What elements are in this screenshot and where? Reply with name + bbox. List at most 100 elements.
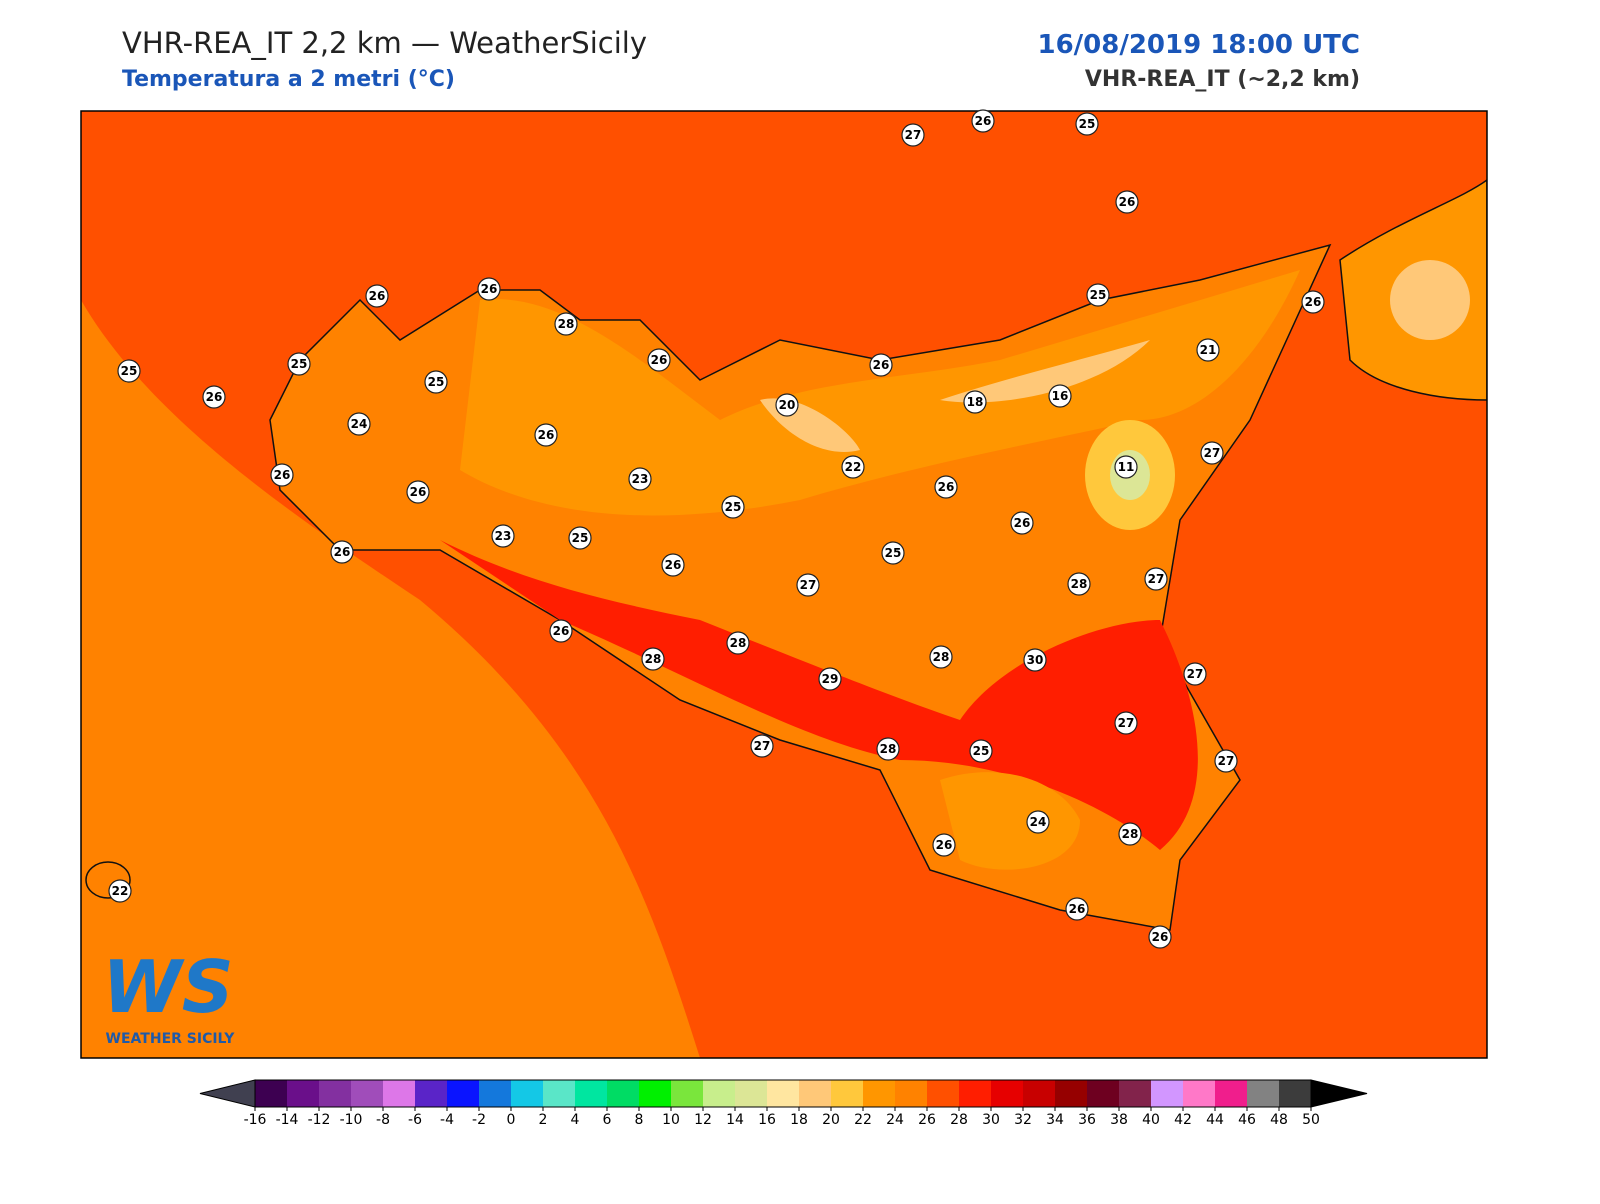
station-marker (647, 348, 671, 372)
station-value: 18 (967, 395, 984, 409)
station-marker (554, 312, 578, 336)
colorbar-under (199, 1079, 256, 1108)
colorbar-tick-label: 6 (603, 1112, 612, 1128)
station-value: 26 (369, 289, 386, 303)
station-marker (1115, 190, 1139, 214)
station-marker (841, 455, 865, 479)
station-value: 22 (112, 884, 129, 898)
colorbar-tick-label: 12 (694, 1112, 712, 1128)
title: VHR-REA_IT 2,2 km — WeatherSicily (122, 26, 647, 60)
station-value: 27 (1218, 754, 1235, 768)
colorbar-tick-label: -2 (472, 1112, 486, 1128)
station-value: 25 (885, 546, 902, 560)
colorbar-bin (1247, 1080, 1280, 1107)
station-marker (796, 573, 820, 597)
station-marker (641, 647, 665, 671)
colorbar-tick-label: -8 (376, 1112, 390, 1128)
station-marker (549, 619, 573, 643)
colorbar-tick-label: 34 (1046, 1112, 1064, 1128)
station-value: 21 (1200, 343, 1217, 357)
colorbar-tick-label: -16 (244, 1112, 267, 1128)
colorbar-bin (511, 1080, 544, 1107)
station-marker (1301, 290, 1325, 314)
colorbar-bin (383, 1080, 416, 1107)
station-marker (1023, 648, 1047, 672)
colorbar-tick-label: -10 (340, 1112, 363, 1128)
station-value: 27 (800, 578, 817, 592)
station-marker (971, 109, 995, 133)
colorbar-tick-label: 20 (822, 1112, 840, 1128)
station-value: 28 (933, 650, 950, 664)
colorbar-tick-label: -4 (440, 1112, 454, 1128)
colorbar-tick-label: 50 (1302, 1112, 1320, 1128)
colorbar-bin (671, 1080, 704, 1107)
station-value: 23 (495, 529, 512, 543)
station-value: 26 (481, 282, 498, 296)
station-value: 26 (1119, 195, 1136, 209)
station-value: 26 (1014, 516, 1031, 530)
colorbar-bin (1183, 1080, 1216, 1107)
station-value: 26 (334, 545, 351, 559)
colorbar-tick-label: 18 (790, 1112, 808, 1128)
station-marker (270, 463, 294, 487)
colorbar-bin (959, 1080, 992, 1107)
station-value: 16 (1052, 389, 1069, 403)
stations: 27 26 25 26 26 26 28 25 25 26 25 24 26 26 20 26 18 16 25 21… (108, 109, 1325, 949)
station-value: 26 (975, 114, 992, 128)
colorbar-bin (703, 1080, 736, 1107)
station-marker (424, 370, 448, 394)
station-value: 23 (632, 472, 649, 486)
station-marker (347, 412, 371, 436)
station-marker (661, 553, 685, 577)
colorbar-tick-label: 8 (635, 1112, 644, 1128)
logo-mark: WS (102, 945, 233, 1029)
station-marker (117, 359, 141, 383)
station-marker (1075, 112, 1099, 136)
station-marker (726, 631, 750, 655)
station-value: 25 (1090, 288, 1107, 302)
cool-area (1390, 260, 1470, 340)
date: 16/08/2019 18:00 UTC (1037, 30, 1360, 60)
station-value: 26 (1152, 930, 1169, 944)
map-frame (80, 110, 1488, 1059)
station-marker (108, 879, 132, 903)
station-marker (568, 526, 592, 550)
station-marker (330, 540, 354, 564)
station-marker (901, 123, 925, 147)
colorbar-tick-label: 36 (1078, 1112, 1096, 1128)
station-marker (202, 385, 226, 409)
station-value: 20 (779, 398, 796, 412)
station-value: 25 (291, 357, 308, 371)
station-marker (818, 667, 842, 691)
station-value: 28 (880, 742, 897, 756)
colorbar-bin (991, 1080, 1024, 1107)
colorbar-tick-label: 2 (539, 1112, 548, 1128)
station-value: 25 (428, 375, 445, 389)
station-marker (1196, 338, 1220, 362)
station-marker (365, 284, 389, 308)
colorbar-tick-label: 22 (854, 1112, 872, 1128)
station-marker (491, 524, 515, 548)
station-value: 25 (572, 531, 589, 545)
station-value: 27 (905, 128, 922, 142)
colorbar-tick-label: 30 (982, 1112, 1000, 1128)
logo-text: WEATHER SICILY (106, 1031, 236, 1047)
station-value: 28 (1122, 827, 1139, 841)
colorbar-bin (735, 1080, 768, 1107)
colorbar-bin (575, 1080, 608, 1107)
colorbar-bin (1023, 1080, 1056, 1107)
station-marker (406, 480, 430, 504)
map: WS WEATHER SICILY 27 26 25 26 26 26 28 25 25 26 25… (80, 109, 1488, 1059)
colorbar-bin (863, 1080, 896, 1107)
colorbar-tick-label: -14 (276, 1112, 299, 1128)
station-value: 28 (645, 652, 662, 666)
colorbar: -16 -14 -12 -10 -8 -6 -4 -2 0 2 4 6 8 10 12 14 16 18 20 22 2… (199, 1079, 1368, 1128)
colorbar-tick-label: 46 (1238, 1112, 1256, 1128)
colorbar-bin (607, 1080, 640, 1107)
colorbar-bin (1055, 1080, 1088, 1107)
station-marker (1118, 822, 1142, 846)
station-marker (1067, 572, 1091, 596)
station-marker (534, 423, 558, 447)
colorbar-tick-label: -6 (408, 1112, 422, 1128)
station-marker (1148, 925, 1172, 949)
